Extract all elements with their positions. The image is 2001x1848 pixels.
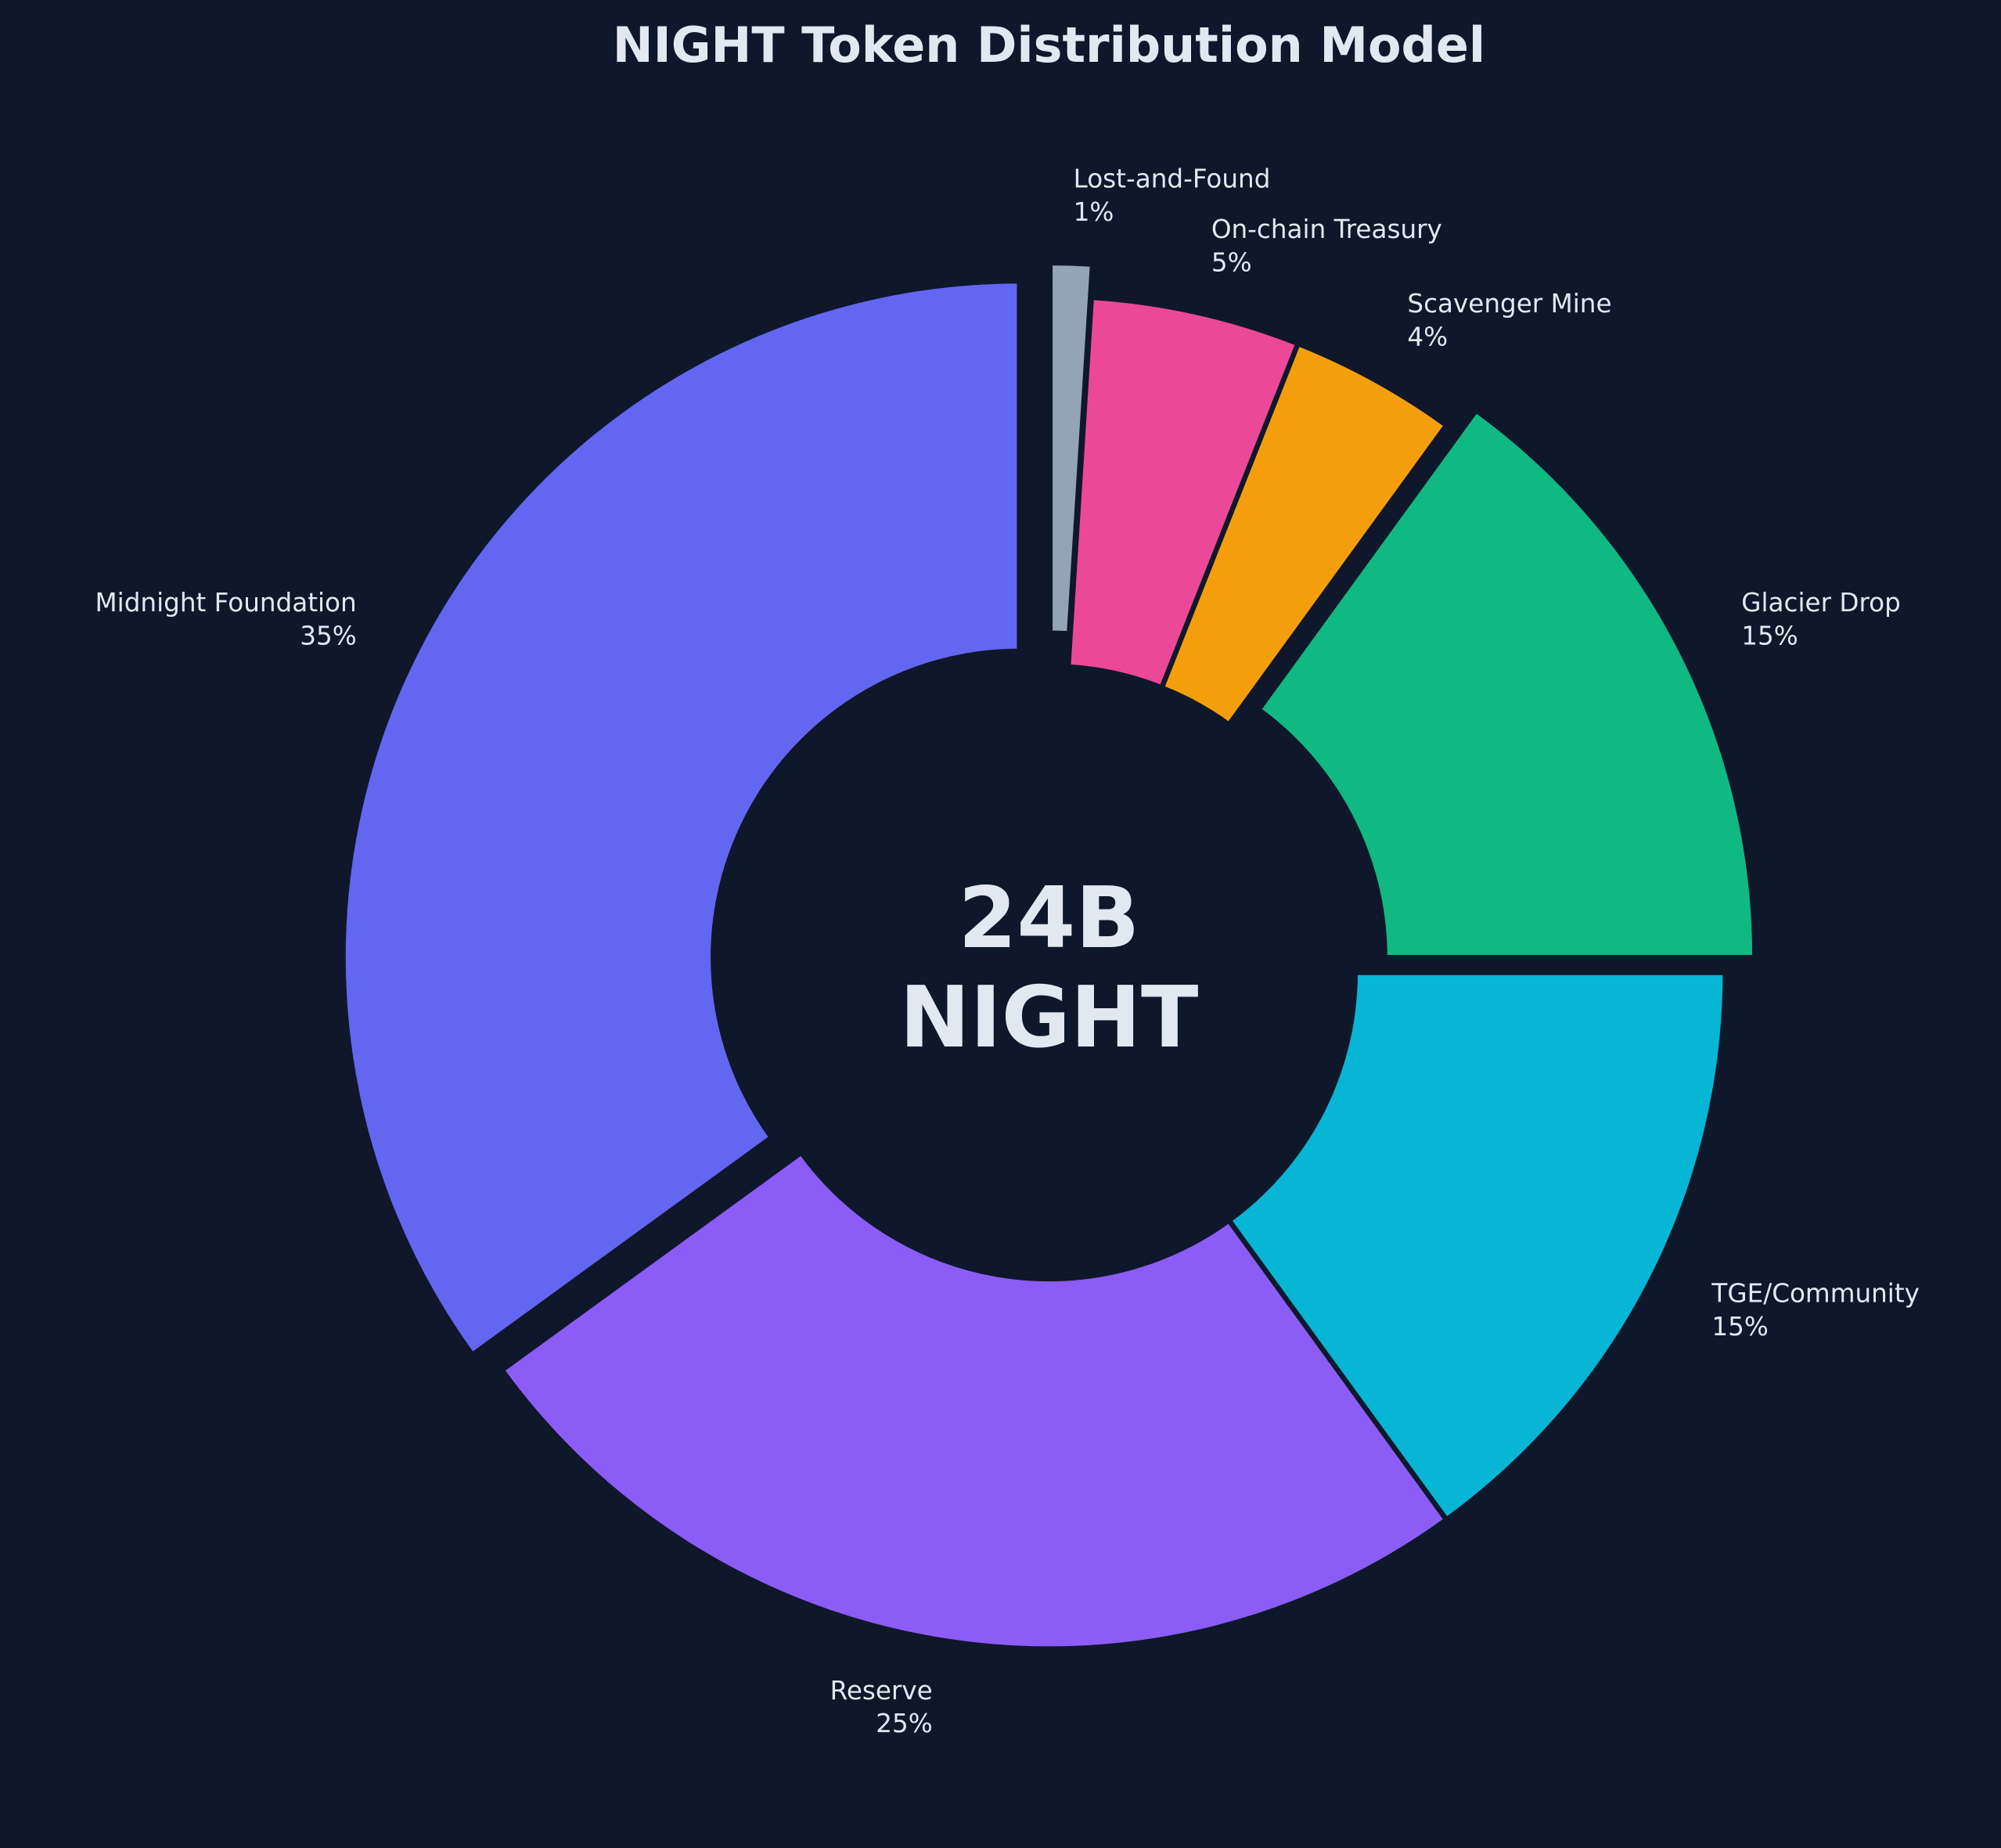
center-label: NIGHT <box>900 969 1199 1067</box>
slice-value-label: 25% <box>876 1709 932 1738</box>
slice <box>1047 260 1096 636</box>
slice <box>1225 970 1728 1524</box>
chart-title: NIGHT Token Distribution Model <box>613 16 1485 74</box>
slice <box>340 278 1022 1359</box>
slice-value-label: 35% <box>300 621 356 650</box>
slice-label: Lost-and-Found <box>1074 164 1271 193</box>
slice-label: Glacier Drop <box>1741 588 1901 618</box>
slice-label: Reserve <box>830 1676 933 1706</box>
slice-value-label: 15% <box>1741 621 1798 650</box>
slice-value-label: 15% <box>1711 1312 1768 1342</box>
center-label: 24B <box>959 870 1140 967</box>
slice-label: Scavenger Mine <box>1407 289 1611 319</box>
slice-label: Midnight Foundation <box>95 588 357 618</box>
slice-value-label: 5% <box>1211 248 1252 278</box>
slice <box>1254 406 1758 960</box>
slice <box>498 1148 1450 1652</box>
slice-value-label: 4% <box>1407 322 1448 351</box>
slice-label: TGE/Community <box>1711 1278 1920 1308</box>
slice-label: On-chain Treasury <box>1211 214 1442 244</box>
slice-value-label: 1% <box>1074 197 1114 227</box>
